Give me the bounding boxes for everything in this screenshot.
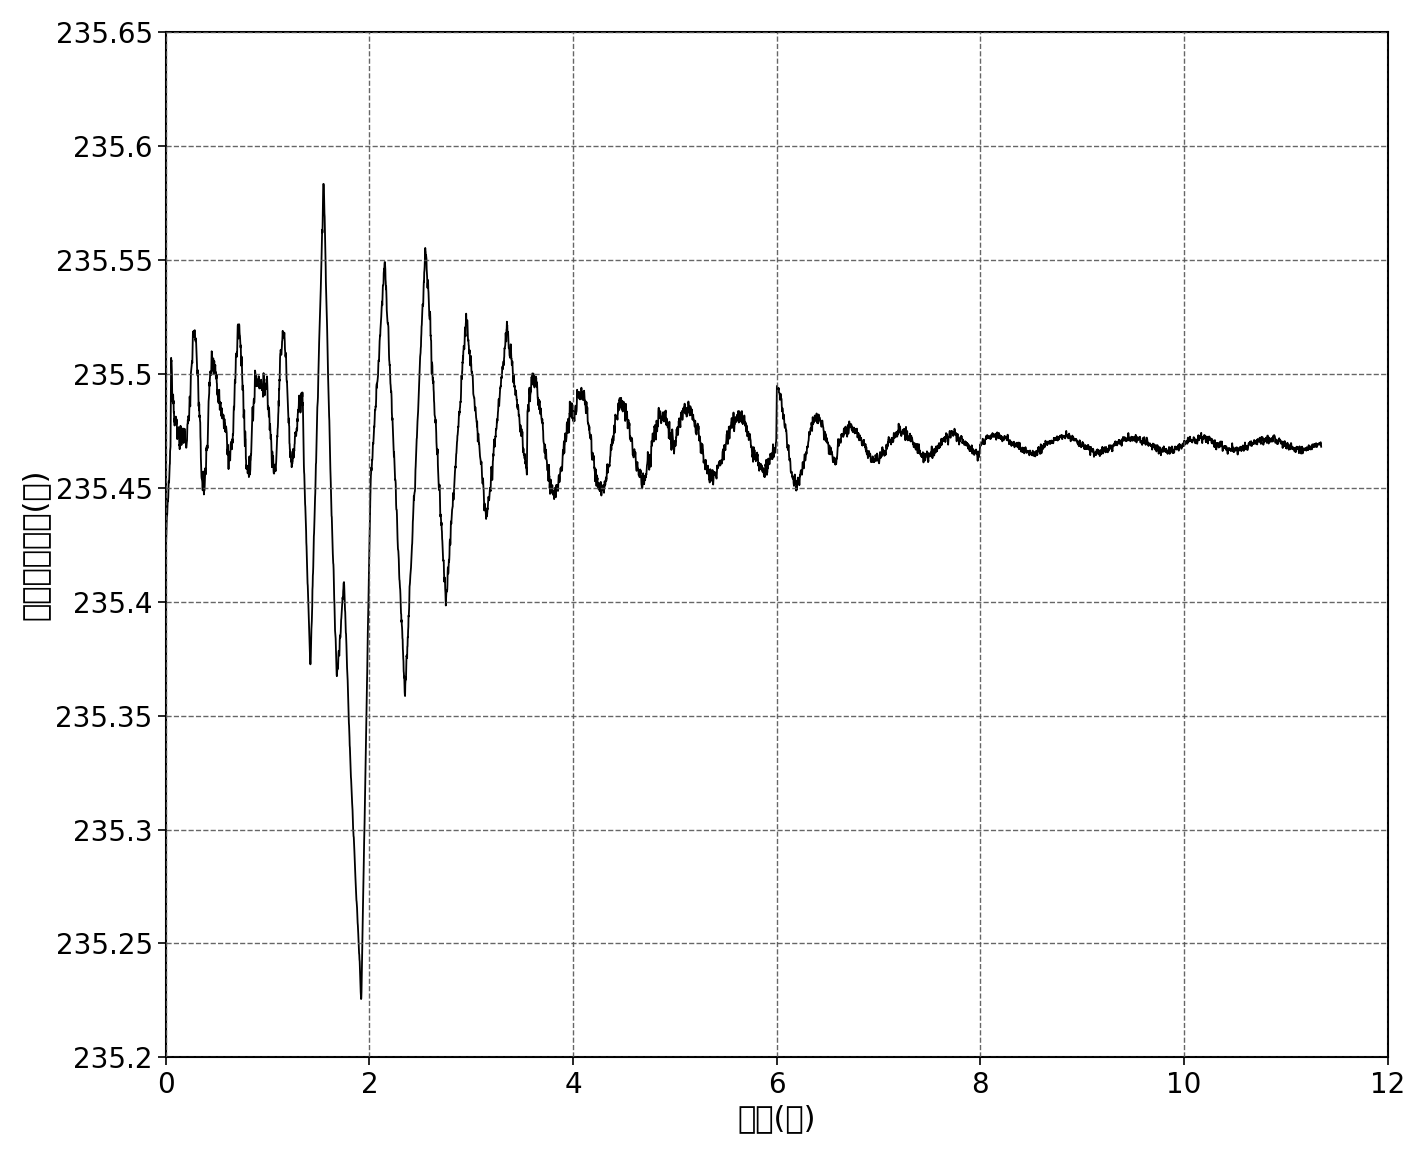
Y-axis label: 转子机械角度(度): 转子机械角度(度) [21, 469, 50, 621]
X-axis label: 时间(秒): 时间(秒) [737, 1104, 816, 1133]
